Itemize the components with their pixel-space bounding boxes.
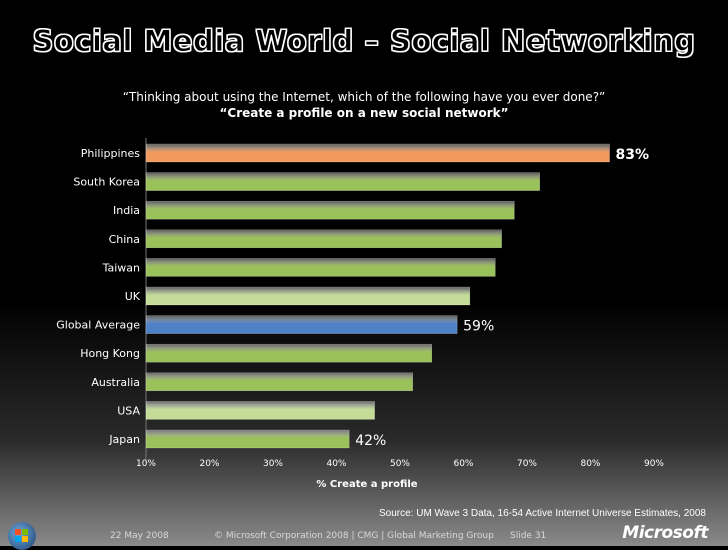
data-label: 42%: [355, 433, 386, 449]
bar: [145, 258, 496, 277]
bar: [145, 229, 502, 249]
survey-subquestion: “Create a profile on a new social networ…: [219, 106, 509, 120]
category-label: India: [113, 204, 140, 217]
survey-question: “Thinking about using the Internet, whic…: [122, 90, 606, 104]
x-tick-label: 90%: [644, 459, 664, 469]
windows-logo-icon: [8, 522, 36, 550]
bar: [145, 286, 471, 306]
bar: [145, 343, 432, 363]
data-label: 83%: [616, 147, 650, 163]
category-label: Australia: [91, 376, 140, 389]
category-label: Japan: [108, 433, 140, 446]
microsoft-logo: Microsoft: [622, 523, 708, 543]
bar-chart: Philippines 83% South Korea India China Taiwa…: [56, 138, 664, 490]
x-tick-label: 60%: [453, 459, 473, 469]
category-label: USA: [117, 404, 140, 417]
x-tick-label: 30%: [263, 459, 283, 469]
x-tick-label: 70%: [517, 459, 537, 469]
category-label: UK: [125, 290, 141, 303]
bar: [145, 200, 515, 220]
x-tick-label: 50%: [390, 459, 410, 469]
category-label: South Korea: [73, 176, 140, 189]
bar: [145, 143, 610, 163]
source-note: Source: UM Wave 3 Data, 16-54 Active Int…: [378, 508, 706, 519]
bar: [145, 315, 458, 334]
data-label: 59%: [463, 319, 494, 335]
category-label: Global Average: [56, 319, 140, 332]
bar: [145, 429, 350, 449]
category-label: China: [109, 233, 140, 246]
footer-copyright: © Microsoft Corporation 2008 | CMG | Glo…: [214, 531, 494, 541]
x-tick-label: 20%: [199, 459, 219, 469]
category-label: Taiwan: [102, 261, 140, 274]
bar: [145, 401, 375, 420]
bar: [145, 172, 540, 191]
footer-slide-number: Slide 31: [510, 531, 547, 541]
footer-date: 22 May 2008: [110, 531, 169, 541]
x-tick-label: 10%: [136, 459, 156, 469]
category-label: Hong Kong: [80, 347, 140, 360]
slide-title: Social Media World – Social Networking: [32, 24, 696, 59]
x-tick-label: 80%: [580, 459, 600, 469]
x-tick-label: 40%: [326, 459, 346, 469]
category-label: Philippines: [81, 147, 141, 160]
x-axis-label: % Create a profile: [316, 479, 417, 490]
bar: [145, 372, 413, 392]
